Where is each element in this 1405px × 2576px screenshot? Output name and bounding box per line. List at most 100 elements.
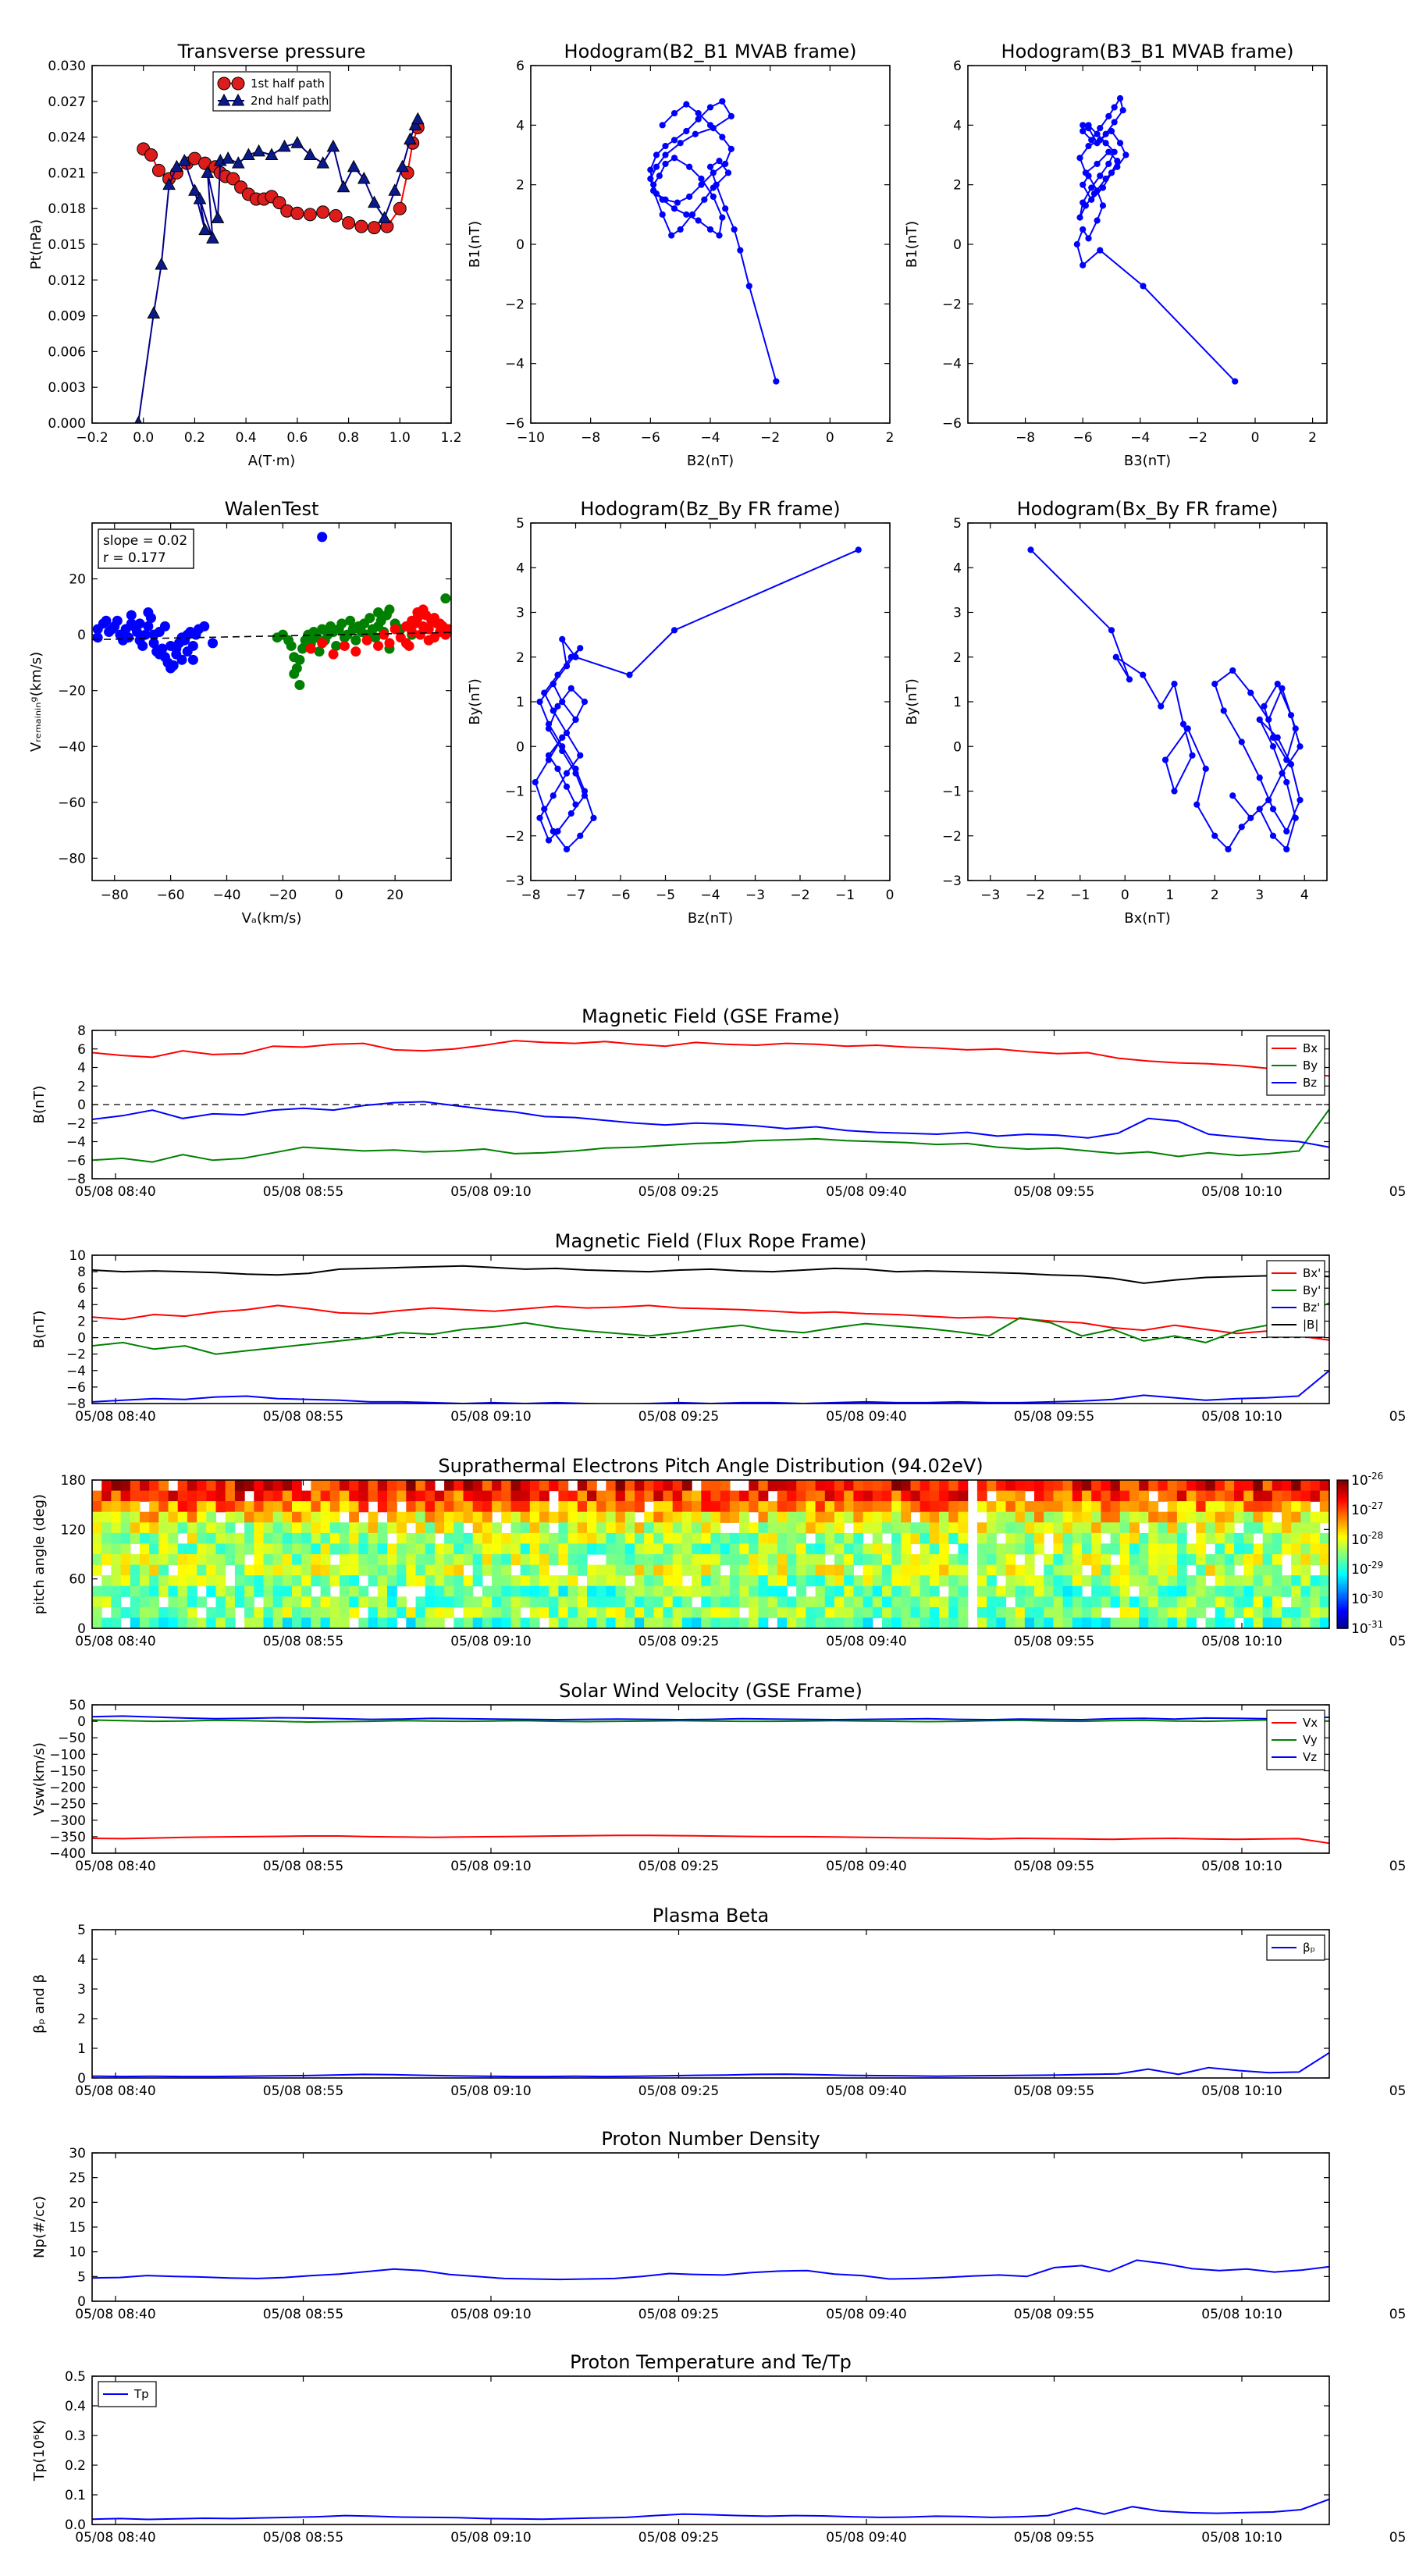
heatmap-cell	[263, 1480, 274, 1492]
heatmap-cell	[1282, 1501, 1292, 1513]
heatmap-cell	[1262, 1480, 1273, 1492]
heatmap-cell	[1062, 1554, 1073, 1566]
heatmap-cell	[663, 1585, 674, 1597]
heatmap-cell	[358, 1617, 369, 1628]
heatmap-cell	[492, 1490, 502, 1502]
heatmap-cell	[311, 1564, 322, 1576]
chart-title: Proton Number Density	[601, 2128, 820, 2150]
heatmap-cell	[1129, 1480, 1140, 1492]
x-tick-label: 0	[335, 888, 343, 903]
y-tick-label: 180	[61, 1473, 86, 1489]
heatmap-cell	[1015, 1532, 1026, 1545]
data-point	[567, 810, 574, 817]
heatmap-cell	[92, 1564, 102, 1576]
heatmap-cell	[1139, 1480, 1149, 1492]
heatmap-cell	[397, 1522, 407, 1534]
plot-frame	[91, 522, 452, 881]
heatmap-cell	[1253, 1554, 1264, 1566]
y-tick-label: 15	[69, 2220, 86, 2236]
heatmap-cell	[197, 1532, 207, 1545]
heatmap-cell	[1262, 1596, 1273, 1608]
data-point	[1114, 163, 1121, 170]
data-point	[550, 681, 557, 688]
heatmap-cell	[882, 1575, 892, 1587]
heatmap-cell	[891, 1543, 902, 1555]
chart-title: Magnetic Field (GSE Frame)	[582, 1005, 840, 1027]
plot-bfr: 05/08 08:40 05/08 08:55 05/08 09:10 05/08 0…	[31, 1230, 1405, 1425]
heatmap-cell	[1186, 1585, 1197, 1597]
data-point	[653, 151, 660, 158]
colorbar-step	[1337, 1559, 1348, 1563]
x-tick-label: 05/08 10:10	[1201, 1859, 1282, 1874]
y-tick-label: −2	[505, 829, 525, 845]
heatmap-cell	[101, 1543, 112, 1555]
y-tick-label: 4	[953, 118, 962, 133]
heatmap-cell	[311, 1522, 322, 1534]
plot-frame	[91, 1479, 1330, 1629]
x-tick-label: 0	[1251, 430, 1260, 446]
heatmap-cell	[234, 1480, 245, 1492]
heatmap-cell	[1253, 1617, 1264, 1628]
heatmap-cell	[215, 1543, 226, 1555]
y-tick-label: −8	[66, 1172, 86, 1187]
heatmap-cell	[606, 1532, 617, 1545]
heatmap-cell	[615, 1554, 626, 1566]
heatmap-cell	[301, 1617, 311, 1628]
heatmap-cell	[529, 1543, 540, 1555]
heatmap-cell	[1205, 1480, 1216, 1492]
heatmap-cell	[292, 1606, 302, 1619]
data-point	[563, 770, 571, 777]
heatmap-cell	[844, 1564, 854, 1576]
plot-frame	[967, 65, 1328, 424]
heatmap-cell	[615, 1501, 626, 1513]
heatmap-cell	[910, 1585, 921, 1597]
data-point	[1211, 832, 1218, 839]
heatmap-cell	[1034, 1490, 1044, 1502]
data-point	[670, 137, 678, 144]
heatmap-cell	[767, 1606, 778, 1619]
heatmap-cell	[492, 1554, 502, 1566]
heatmap-cell	[958, 1480, 969, 1492]
heatmap-cell	[1167, 1617, 1178, 1628]
heatmap-cell	[434, 1596, 445, 1608]
heatmap-cell	[644, 1575, 654, 1587]
heatmap-cell	[492, 1585, 502, 1597]
heatmap-cell	[1072, 1606, 1083, 1619]
data-point	[1292, 725, 1299, 732]
y-axis-label: Vᵣₑₘₐᵢₙᵢₙᵍ(km/s)	[28, 652, 44, 752]
heatmap-cell	[1167, 1564, 1178, 1576]
heatmap-cell	[1310, 1606, 1321, 1619]
heatmap-cell	[824, 1490, 835, 1502]
heatmap-cell	[463, 1554, 474, 1566]
heatmap-cell	[244, 1575, 254, 1587]
heatmap-cell	[111, 1554, 122, 1566]
heatmap-cell	[501, 1596, 512, 1608]
heatmap-cell	[815, 1522, 826, 1534]
heatmap-cell	[215, 1596, 226, 1608]
data-point	[1073, 240, 1080, 248]
heatmap-cell	[987, 1575, 997, 1587]
heatmap-cell	[149, 1522, 159, 1534]
heatmap-cell	[1215, 1617, 1225, 1628]
heatmap-cell	[1215, 1490, 1225, 1502]
x-tick-label: −40	[213, 888, 241, 903]
heatmap-cell	[454, 1585, 464, 1597]
heatmap-cell	[320, 1511, 331, 1523]
data-point	[206, 231, 219, 244]
y-axis-label: By(nT)	[467, 678, 483, 724]
heatmap-cell	[615, 1543, 626, 1555]
heatmap-cell	[1062, 1532, 1073, 1545]
heatmap-cell	[377, 1596, 388, 1608]
heatmap-cell	[1034, 1575, 1044, 1587]
y-tick-label: 0.030	[48, 59, 86, 74]
heatmap-cell	[872, 1606, 883, 1619]
heatmap-cell	[1034, 1532, 1044, 1545]
heatmap-cell	[415, 1532, 426, 1545]
heatmap-cell	[225, 1585, 236, 1597]
heatmap-cell	[149, 1532, 159, 1545]
heatmap-cell	[1082, 1490, 1092, 1502]
y-tick-label: 4	[516, 118, 525, 133]
fit-line	[92, 632, 451, 641]
data-layer	[92, 1265, 1329, 1404]
heatmap-cell	[1062, 1511, 1073, 1523]
